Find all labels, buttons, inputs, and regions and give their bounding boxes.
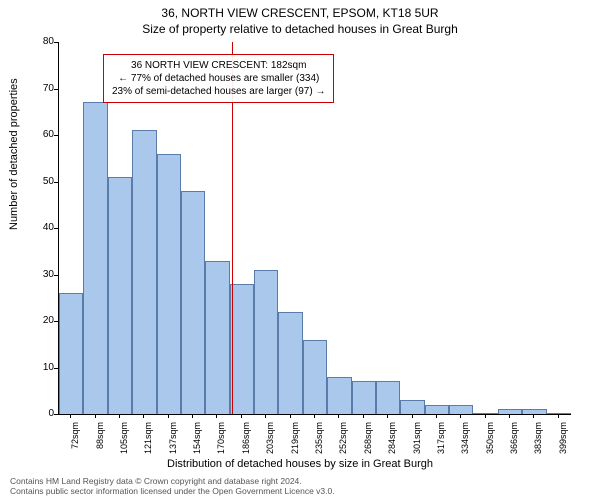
x-tick-label: 105sqm xyxy=(119,422,129,462)
histogram-bar xyxy=(400,400,424,414)
x-tick-mark xyxy=(338,414,339,418)
histogram-bar xyxy=(108,177,132,414)
x-tick-label: 334sqm xyxy=(460,422,470,462)
x-tick-mark xyxy=(387,414,388,418)
x-tick-mark xyxy=(95,414,96,418)
plot-area: 36 NORTH VIEW CRESCENT: 182sqm ← 77% of … xyxy=(58,42,571,415)
x-tick-label: 317sqm xyxy=(436,422,446,462)
y-axis-label: Number of detached properties xyxy=(8,78,20,230)
histogram-bar xyxy=(522,409,546,414)
x-tick-mark xyxy=(290,414,291,418)
histogram-bar xyxy=(181,191,205,414)
x-tick-label: 284sqm xyxy=(387,422,397,462)
histogram-bar xyxy=(352,381,376,414)
x-tick-mark xyxy=(460,414,461,418)
y-tick-label: 60 xyxy=(30,129,54,140)
histogram-bar xyxy=(303,340,327,414)
chart-title-desc: Size of property relative to detached ho… xyxy=(0,22,600,36)
histogram-bar xyxy=(59,293,83,414)
y-tick-label: 80 xyxy=(30,36,54,47)
x-tick-mark xyxy=(314,414,315,418)
histogram-bar xyxy=(83,102,107,414)
x-tick-label: 121sqm xyxy=(143,422,153,462)
chart-container: 36, NORTH VIEW CRESCENT, EPSOM, KT18 5UR… xyxy=(0,0,600,500)
x-tick-mark xyxy=(533,414,534,418)
histogram-bar xyxy=(449,405,473,414)
x-tick-label: 137sqm xyxy=(168,422,178,462)
x-tick-label: 219sqm xyxy=(290,422,300,462)
x-tick-mark xyxy=(70,414,71,418)
y-tick-label: 0 xyxy=(30,408,54,419)
x-tick-mark xyxy=(558,414,559,418)
y-tick-label: 30 xyxy=(30,269,54,280)
y-tick-label: 50 xyxy=(30,176,54,187)
x-axis-label: Distribution of detached houses by size … xyxy=(0,458,600,470)
footer-line1: Contains HM Land Registry data © Crown c… xyxy=(10,476,335,486)
x-tick-label: 252sqm xyxy=(338,422,348,462)
x-tick-label: 235sqm xyxy=(314,422,324,462)
histogram-bar xyxy=(425,405,449,414)
x-tick-label: 399sqm xyxy=(558,422,568,462)
y-tick-label: 40 xyxy=(30,222,54,233)
chart-title-address: 36, NORTH VIEW CRESCENT, EPSOM, KT18 5UR xyxy=(0,6,600,20)
x-tick-label: 203sqm xyxy=(265,422,275,462)
x-tick-mark xyxy=(509,414,510,418)
x-tick-mark xyxy=(485,414,486,418)
y-tick-label: 10 xyxy=(30,362,54,373)
x-tick-mark xyxy=(436,414,437,418)
x-tick-mark xyxy=(192,414,193,418)
x-tick-label: 186sqm xyxy=(241,422,251,462)
y-tick-label: 70 xyxy=(30,83,54,94)
x-tick-label: 301sqm xyxy=(412,422,422,462)
x-tick-label: 88sqm xyxy=(95,422,105,462)
x-tick-label: 170sqm xyxy=(216,422,226,462)
footer-attribution: Contains HM Land Registry data © Crown c… xyxy=(10,476,335,496)
x-tick-mark xyxy=(412,414,413,418)
x-tick-mark xyxy=(363,414,364,418)
histogram-bar xyxy=(205,261,229,414)
x-tick-label: 268sqm xyxy=(363,422,373,462)
histogram-bar xyxy=(278,312,302,414)
x-tick-label: 154sqm xyxy=(192,422,202,462)
annotation-line1: 36 NORTH VIEW CRESCENT: 182sqm xyxy=(112,59,325,72)
x-tick-mark xyxy=(119,414,120,418)
x-tick-mark xyxy=(143,414,144,418)
histogram-bar xyxy=(132,130,156,414)
x-tick-label: 366sqm xyxy=(509,422,519,462)
annotation-box: 36 NORTH VIEW CRESCENT: 182sqm ← 77% of … xyxy=(103,54,334,103)
x-tick-label: 350sqm xyxy=(485,422,495,462)
x-tick-mark xyxy=(241,414,242,418)
histogram-bar xyxy=(230,284,254,414)
x-tick-label: 383sqm xyxy=(533,422,543,462)
annotation-line2: ← 77% of detached houses are smaller (33… xyxy=(112,72,325,85)
x-tick-mark xyxy=(168,414,169,418)
annotation-line3: 23% of semi-detached houses are larger (… xyxy=(112,85,325,98)
y-tick-label: 20 xyxy=(30,315,54,326)
histogram-bar xyxy=(547,413,571,414)
histogram-bar xyxy=(157,154,181,414)
histogram-bar xyxy=(327,377,351,414)
x-tick-label: 72sqm xyxy=(70,422,80,462)
histogram-bar xyxy=(473,413,497,414)
histogram-bar xyxy=(254,270,278,414)
histogram-bar xyxy=(376,381,400,414)
x-tick-mark xyxy=(265,414,266,418)
x-tick-mark xyxy=(216,414,217,418)
footer-line2: Contains public sector information licen… xyxy=(10,486,335,496)
